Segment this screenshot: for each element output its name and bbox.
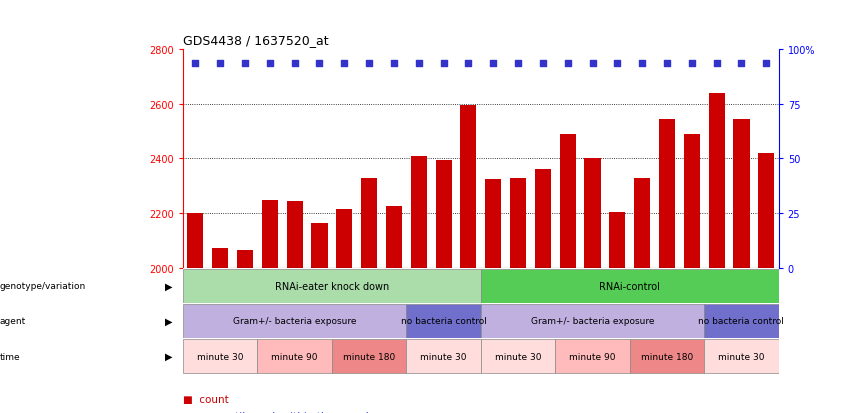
Bar (758, 154, 774, 268)
Bar (257, 339, 332, 373)
Text: GDS4438 / 1637520_at: GDS4438 / 1637520_at (183, 34, 328, 47)
Point (636, 60, 649, 67)
Text: ■  percentile rank within the sample: ■ percentile rank within the sample (183, 411, 375, 413)
Text: minute 30: minute 30 (718, 352, 765, 361)
Text: RNAi-eater knock down: RNAi-eater knock down (275, 281, 389, 291)
Point (263, 60, 277, 67)
Bar (332, 339, 406, 373)
Point (461, 60, 475, 67)
Bar (555, 339, 630, 373)
Bar (609, 212, 625, 268)
Point (734, 60, 748, 67)
Text: minute 180: minute 180 (641, 352, 693, 361)
Point (312, 60, 326, 67)
Point (387, 60, 401, 67)
Text: minute 30: minute 30 (420, 352, 467, 361)
Point (710, 60, 723, 67)
Text: ▶: ▶ (165, 351, 172, 361)
Bar (287, 202, 303, 268)
Text: minute 90: minute 90 (569, 352, 616, 361)
Bar (534, 170, 551, 268)
Bar (237, 251, 253, 268)
Text: ▶: ▶ (165, 281, 172, 291)
Bar (311, 223, 328, 268)
Bar (481, 304, 704, 338)
Point (214, 60, 227, 67)
Bar (183, 269, 481, 303)
Bar (634, 178, 650, 268)
Bar (585, 159, 601, 268)
Text: agent: agent (0, 317, 26, 325)
Point (412, 60, 426, 67)
Point (338, 60, 351, 67)
Bar (336, 210, 352, 268)
Point (536, 60, 550, 67)
Bar (411, 156, 427, 268)
Text: Gram+/- bacteria exposure: Gram+/- bacteria exposure (233, 317, 357, 325)
Bar (683, 134, 700, 268)
Text: ▶: ▶ (165, 316, 172, 326)
Bar (386, 207, 402, 268)
Bar (262, 200, 278, 268)
Bar (183, 304, 406, 338)
Bar (406, 339, 481, 373)
Bar (704, 304, 779, 338)
Point (610, 60, 624, 67)
Bar (361, 178, 377, 268)
Text: ■  count: ■ count (183, 394, 229, 404)
Bar (481, 269, 779, 303)
Text: minute 30: minute 30 (494, 352, 541, 361)
Bar (734, 119, 750, 268)
Bar (212, 248, 228, 268)
Bar (460, 106, 477, 268)
Point (288, 60, 301, 67)
Text: Gram+/- bacteria exposure: Gram+/- bacteria exposure (531, 317, 654, 325)
Point (561, 60, 574, 67)
Bar (704, 339, 779, 373)
Point (238, 60, 252, 67)
Bar (406, 304, 481, 338)
Point (511, 60, 525, 67)
Bar (510, 178, 526, 268)
Bar (183, 339, 257, 373)
Bar (485, 180, 501, 268)
Point (759, 60, 773, 67)
Bar (630, 339, 704, 373)
Text: minute 30: minute 30 (197, 352, 243, 361)
Text: no bacteria control: no bacteria control (401, 317, 487, 325)
Point (585, 60, 599, 67)
Point (363, 60, 376, 67)
Point (189, 60, 203, 67)
Text: no bacteria control: no bacteria control (699, 317, 785, 325)
Text: minute 180: minute 180 (343, 352, 395, 361)
Bar (187, 214, 203, 268)
Bar (436, 160, 452, 268)
Point (660, 60, 674, 67)
Point (685, 60, 699, 67)
Text: time: time (0, 352, 20, 361)
Text: minute 90: minute 90 (271, 352, 318, 361)
Bar (659, 119, 675, 268)
Bar (560, 134, 576, 268)
Text: genotype/variation: genotype/variation (0, 282, 86, 290)
Point (487, 60, 500, 67)
Bar (481, 339, 555, 373)
Bar (709, 93, 725, 268)
Point (437, 60, 450, 67)
Text: RNAi-control: RNAi-control (599, 281, 660, 291)
